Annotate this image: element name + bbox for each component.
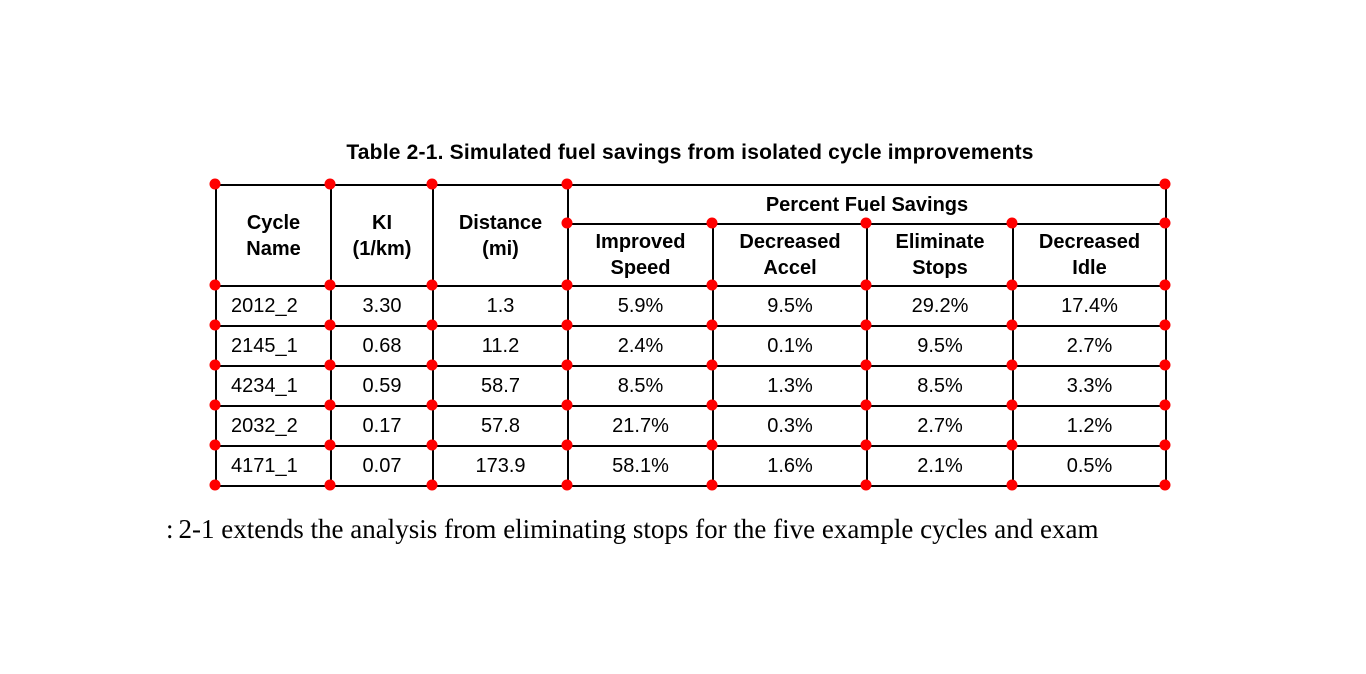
cell-decreased-accel: 1.3% [712, 365, 868, 407]
cell-decreased-accel: 0.1% [712, 325, 868, 367]
cell-distance: 173.9 [432, 445, 569, 487]
table-row: 2032_2 0.17 57.8 21.7% 0.3% 2.7% 1.2% [215, 405, 1167, 447]
cell-cycle-name: 4234_1 [215, 365, 332, 407]
cell-improved-speed: 8.5% [567, 365, 714, 407]
fuel-savings-table: Cycle Name KI (1/km) Distance (mi) Perce… [215, 184, 1167, 487]
cell-cycle-name: 2012_2 [215, 285, 332, 327]
cell-decreased-idle: 17.4% [1012, 285, 1167, 327]
fuel-savings-table-wrap: Cycle Name KI (1/km) Distance (mi) Perce… [215, 184, 1167, 487]
header-eliminate-stops: Eliminate Stops [866, 223, 1014, 287]
cell-decreased-idle: 0.5% [1012, 445, 1167, 487]
table-row: 2145_1 0.68 11.2 2.4% 0.1% 9.5% 2.7% [215, 325, 1167, 367]
cell-distance: 57.8 [432, 405, 569, 447]
cell-improved-speed: 5.9% [567, 285, 714, 327]
header-decreased-accel: Decreased Accel [712, 223, 868, 287]
body-text: 2-1 extends the analysis from eliminatin… [178, 514, 1099, 544]
cell-improved-speed: 2.4% [567, 325, 714, 367]
cell-ki: 0.17 [330, 405, 434, 447]
cell-decreased-accel: 1.6% [712, 445, 868, 487]
cell-cycle-name: 4171_1 [215, 445, 332, 487]
table-row: 4171_1 0.07 173.9 58.1% 1.6% 2.1% 0.5% [215, 445, 1167, 487]
header-improved-speed: Improved Speed [567, 223, 714, 287]
cropped-text-fragment: : [166, 514, 174, 544]
header-decreased-idle: Decreased Idle [1012, 223, 1167, 287]
cell-eliminate-stops: 8.5% [866, 365, 1014, 407]
header-distance: Distance (mi) [432, 184, 569, 287]
cell-decreased-idle: 2.7% [1012, 325, 1167, 367]
cell-decreased-idle: 3.3% [1012, 365, 1167, 407]
table-title: Table 2-1. Simulated fuel savings from i… [346, 141, 1034, 164]
cell-decreased-accel: 0.3% [712, 405, 868, 447]
cell-ki: 0.07 [330, 445, 434, 487]
cell-ki: 3.30 [330, 285, 434, 327]
cell-eliminate-stops: 2.7% [866, 405, 1014, 447]
cell-distance: 11.2 [432, 325, 569, 367]
header-ki: KI (1/km) [330, 184, 434, 287]
table-row: 2012_2 3.30 1.3 5.9% 9.5% 29.2% 17.4% [215, 285, 1167, 327]
body-text-line: :2-1 extends the analysis from eliminati… [166, 514, 1099, 545]
cell-decreased-idle: 1.2% [1012, 405, 1167, 447]
cell-distance: 1.3 [432, 285, 569, 327]
header-percent-fuel-savings: Percent Fuel Savings [567, 184, 1167, 225]
cell-ki: 0.68 [330, 325, 434, 367]
cell-improved-speed: 21.7% [567, 405, 714, 447]
cell-improved-speed: 58.1% [567, 445, 714, 487]
header-cycle-name: Cycle Name [215, 184, 332, 287]
table-row: 4234_1 0.59 58.7 8.5% 1.3% 8.5% 3.3% [215, 365, 1167, 407]
cell-eliminate-stops: 2.1% [866, 445, 1014, 487]
cell-decreased-accel: 9.5% [712, 285, 868, 327]
cell-cycle-name: 2032_2 [215, 405, 332, 447]
cell-ki: 0.59 [330, 365, 434, 407]
cell-distance: 58.7 [432, 365, 569, 407]
cell-eliminate-stops: 9.5% [866, 325, 1014, 367]
cell-cycle-name: 2145_1 [215, 325, 332, 367]
cell-eliminate-stops: 29.2% [866, 285, 1014, 327]
